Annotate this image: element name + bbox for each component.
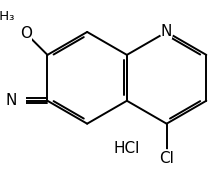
Text: O: O	[20, 26, 32, 41]
Circle shape	[160, 26, 173, 38]
Text: N: N	[5, 93, 16, 108]
Text: CH₃: CH₃	[0, 10, 14, 23]
Circle shape	[4, 94, 17, 107]
Text: N: N	[161, 25, 172, 39]
Text: HCl: HCl	[114, 141, 140, 156]
Text: Cl: Cl	[159, 151, 174, 166]
Circle shape	[158, 150, 175, 166]
Circle shape	[0, 7, 12, 27]
Circle shape	[21, 28, 32, 39]
